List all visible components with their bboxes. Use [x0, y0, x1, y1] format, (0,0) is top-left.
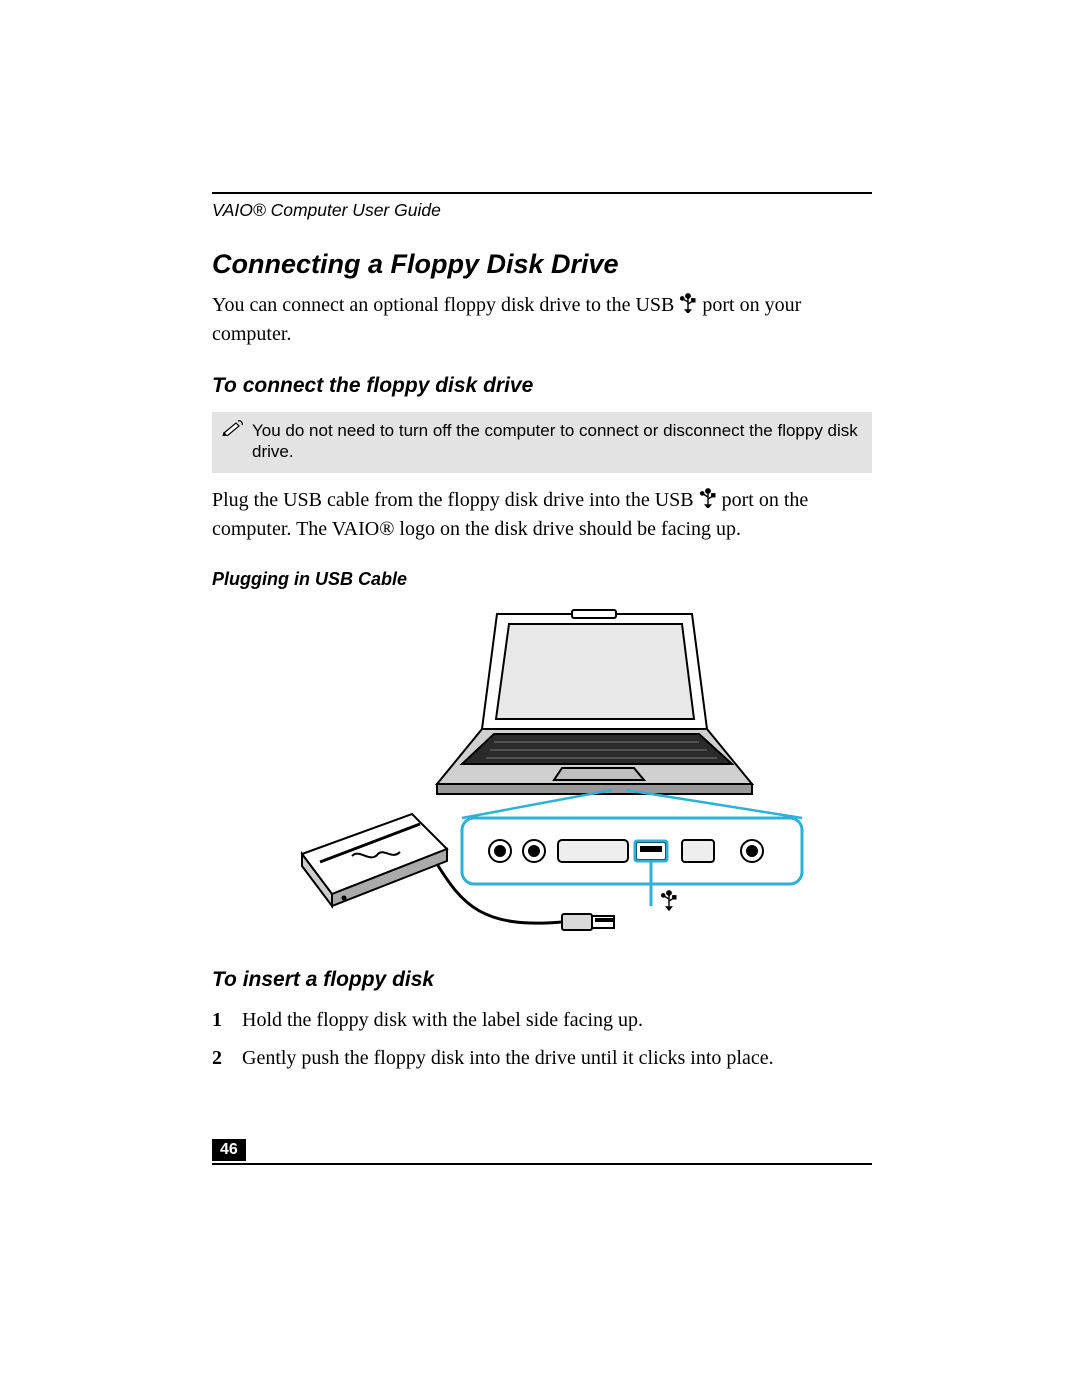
footer-rule — [212, 1163, 872, 1165]
page-number-badge: 46 — [212, 1139, 246, 1161]
note-box: You do not need to turn off the computer… — [212, 412, 872, 473]
content-column: VAIO® Computer User Guide Connecting a F… — [212, 192, 872, 1082]
page-footer: 46 — [212, 1139, 872, 1165]
section-connect-heading: To connect the floppy disk drive — [212, 374, 872, 398]
usb-icon — [662, 890, 676, 909]
intro-text-before: You can connect an optional floppy disk … — [212, 294, 679, 316]
connect-paragraph: Plug the USB cable from the floppy disk … — [212, 487, 872, 543]
back-panel — [462, 818, 802, 884]
figure-plugging-usb — [212, 604, 872, 944]
pencil-icon — [222, 420, 244, 438]
insert-steps-list: 1 Hold the floppy disk with the label si… — [212, 1006, 872, 1072]
usb-plug — [562, 914, 614, 930]
laptop-illustration — [437, 610, 752, 794]
page-title: Connecting a Floppy Disk Drive — [212, 249, 872, 280]
note-text: You do not need to turn off the computer… — [252, 420, 862, 463]
figure-caption: Plugging in USB Cable — [212, 569, 872, 590]
list-item: 1 Hold the floppy disk with the label si… — [212, 1006, 872, 1034]
floppy-drive — [302, 814, 447, 906]
step-number: 1 — [212, 1006, 224, 1034]
header-guide-title: VAIO® Computer User Guide — [212, 200, 872, 221]
step-text: Hold the floppy disk with the label side… — [242, 1006, 643, 1034]
usb-icon — [699, 488, 717, 516]
usb-icon — [679, 293, 697, 321]
step-number: 2 — [212, 1044, 224, 1072]
page: VAIO® Computer User Guide Connecting a F… — [0, 0, 1080, 1397]
intro-paragraph: You can connect an optional floppy disk … — [212, 292, 872, 348]
connect-text-before: Plug the USB cable from the floppy disk … — [212, 489, 699, 511]
header-rule — [212, 192, 872, 194]
drive-led — [342, 895, 347, 900]
step-text: Gently push the floppy disk into the dri… — [242, 1044, 774, 1072]
list-item: 2 Gently push the floppy disk into the d… — [212, 1044, 872, 1072]
section-insert-heading: To insert a floppy disk — [212, 968, 872, 992]
